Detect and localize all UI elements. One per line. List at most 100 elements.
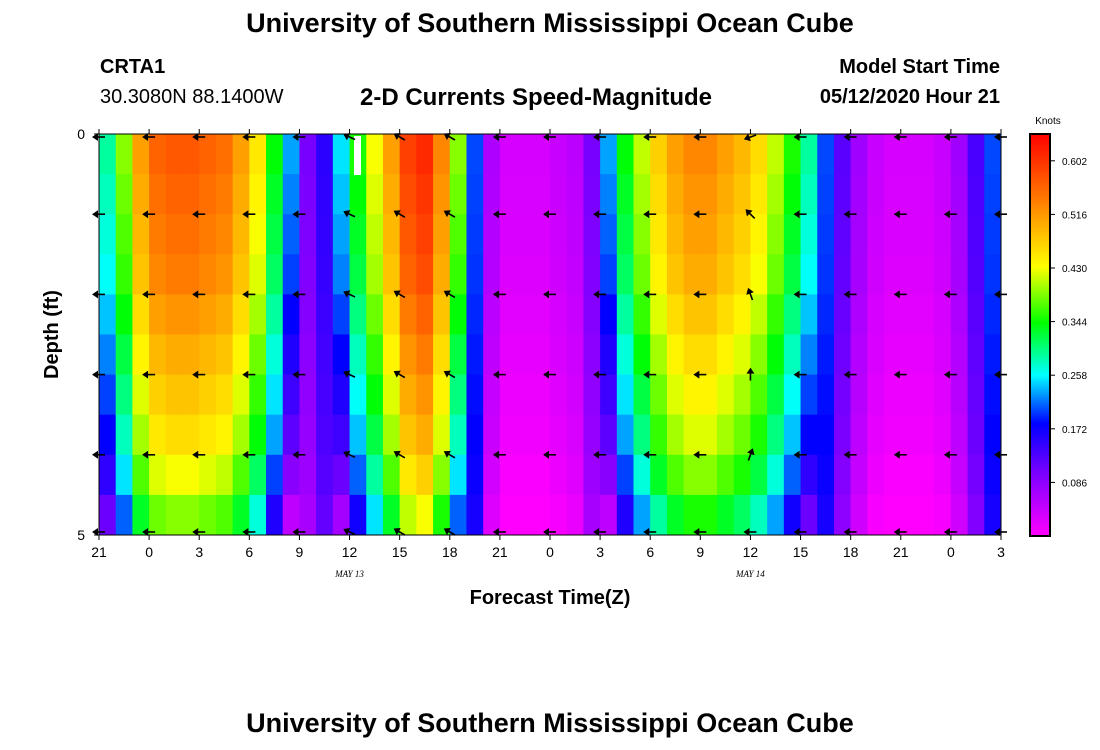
current-arrow-head [292, 450, 299, 459]
heatmap-cell [566, 254, 585, 295]
heatmap-cell [566, 454, 585, 496]
heatmap-cell [800, 174, 818, 215]
heatmap-cell [483, 374, 501, 416]
heatmap-cell [165, 254, 184, 295]
heatmap-cell [232, 214, 250, 255]
heatmap-cell [984, 134, 1001, 175]
current-arrow-head [994, 133, 1000, 141]
heatmap-cell [199, 174, 217, 215]
current-arrow [943, 528, 957, 536]
heatmap-cell [850, 254, 868, 295]
current-arrow [943, 290, 957, 299]
heatmap-cell [332, 374, 351, 416]
current-arrow-head [994, 290, 1000, 299]
current-arrow [393, 210, 406, 218]
heatmap-cell [215, 294, 234, 336]
current-arrow [693, 528, 707, 536]
heatmap-cell [165, 294, 184, 336]
heatmap-cell [666, 334, 685, 376]
current-arrow-head [242, 450, 249, 459]
heatmap-cell [366, 494, 384, 535]
current-arrow [593, 528, 607, 536]
heatmap-cell [833, 414, 852, 456]
heatmap-cell [934, 374, 952, 416]
current-arrow [893, 290, 907, 299]
heatmap-cell [466, 494, 484, 535]
heatmap-cell [1051, 335, 1068, 376]
current-arrow-head [492, 450, 499, 459]
x-tick-label: 3 [596, 544, 604, 560]
current-arrow-head [893, 290, 900, 299]
heatmap-cell [349, 334, 367, 376]
heatmap-cell [516, 294, 534, 336]
heatmap-cell [1085, 174, 1100, 215]
heatmap-cell [249, 214, 267, 255]
current-vector-arrows [92, 132, 1007, 536]
heatmap-cell [616, 374, 635, 416]
heatmap-cell [232, 374, 250, 416]
current-arrow-head [443, 528, 451, 535]
heatmap-cell [266, 454, 284, 496]
current-arrow [643, 370, 657, 379]
current-arrow-head [893, 370, 900, 379]
current-arrow [242, 290, 256, 299]
x-tick-label: 3 [997, 544, 1005, 560]
heatmap-cell [332, 214, 351, 255]
current-arrow-head [242, 133, 249, 141]
heatmap-cell [800, 374, 818, 416]
heatmap-cell [683, 254, 701, 295]
current-arrow [593, 290, 607, 299]
current-arrow [693, 370, 707, 379]
heatmap-cell [282, 174, 301, 215]
heatmap-cell [199, 454, 217, 496]
heatmap-cell [917, 214, 935, 255]
heatmap-cell [483, 454, 501, 496]
heatmap-cell [583, 254, 601, 295]
heatmap-cell [917, 294, 935, 336]
heatmap-cell [215, 254, 234, 295]
heatmap-cell [215, 414, 234, 456]
heatmap-cell [115, 414, 134, 456]
heatmap-cell [633, 174, 651, 215]
current-arrow [292, 133, 306, 141]
x-tick-label: 9 [696, 544, 704, 560]
heatmap-cell [550, 254, 568, 295]
heatmap-cell [433, 414, 451, 456]
heatmap-cell [1051, 294, 1068, 335]
current-arrow-head [492, 210, 499, 219]
current-arrow [343, 290, 356, 298]
heatmap-cell [1001, 134, 1018, 175]
current-arrow-head [943, 450, 950, 459]
heatmap-cell [1001, 294, 1018, 335]
heatmap-cell [1085, 495, 1100, 536]
heatmap-cell [900, 134, 919, 175]
heatmap-cell [215, 334, 234, 376]
heatmap-cell [783, 174, 802, 215]
heatmap-cell [984, 414, 1001, 456]
current-arrow [743, 528, 757, 536]
x-tick-label: 6 [245, 544, 253, 560]
current-arrow-head [443, 450, 451, 458]
heatmap-cell [499, 334, 518, 376]
current-arrow [292, 370, 306, 379]
heatmap-cell [867, 134, 885, 175]
heatmap-cell [600, 494, 618, 535]
heatmap-cell [332, 334, 351, 376]
heatmap-cell [399, 294, 417, 336]
heatmap-cell [616, 334, 635, 376]
heatmap-cell [666, 454, 685, 496]
heatmap-cell [516, 454, 534, 496]
current-arrow [893, 370, 907, 379]
heatmap-cell [800, 494, 818, 535]
current-arrow [192, 133, 206, 141]
heatmap-cell [382, 214, 401, 255]
heatmap-cell [215, 454, 234, 496]
heatmap-cell [900, 334, 919, 376]
current-arrow-head [994, 210, 1000, 219]
heatmap-cell [783, 374, 802, 416]
current-arrow-head [693, 528, 700, 536]
heatmap-cell [533, 294, 551, 336]
heatmap-cell [433, 334, 451, 376]
heatmap-cell [683, 294, 701, 336]
